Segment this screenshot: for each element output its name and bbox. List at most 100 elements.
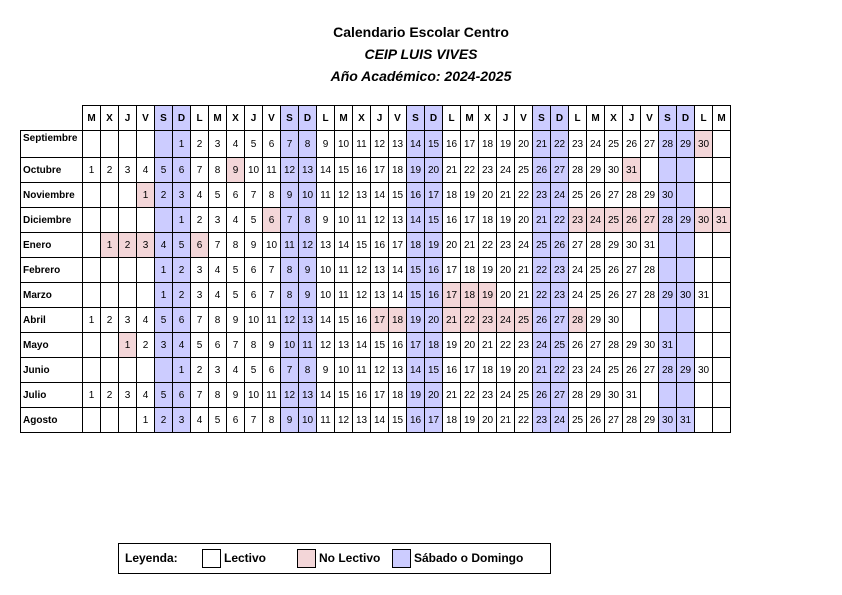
day-cell: 25 bbox=[604, 357, 623, 383]
day-cell: 29 bbox=[586, 307, 605, 333]
day-cell: 8 bbox=[262, 407, 281, 433]
empty-cell bbox=[658, 307, 677, 333]
day-cell: 5 bbox=[190, 332, 209, 358]
empty-cell bbox=[694, 232, 713, 258]
day-cell: 21 bbox=[460, 232, 479, 258]
day-cell: 2 bbox=[190, 130, 209, 158]
weekday-header: M bbox=[460, 105, 479, 131]
day-cell: 27 bbox=[604, 407, 623, 433]
day-cell: 4 bbox=[208, 257, 227, 283]
month-label: Julio bbox=[20, 382, 83, 408]
day-cell: 13 bbox=[298, 157, 317, 183]
day-cell: 5 bbox=[244, 130, 263, 158]
day-cell: 26 bbox=[604, 282, 623, 308]
day-cell: 26 bbox=[586, 182, 605, 208]
day-cell: 16 bbox=[442, 207, 461, 233]
empty-cell bbox=[658, 382, 677, 408]
day-cell: 6 bbox=[172, 382, 191, 408]
day-cell: 25 bbox=[568, 182, 587, 208]
day-cell: 14 bbox=[388, 282, 407, 308]
day-cell: 6 bbox=[226, 407, 245, 433]
day-cell: 4 bbox=[154, 232, 173, 258]
empty-cell bbox=[712, 157, 731, 183]
day-cell: 13 bbox=[352, 182, 371, 208]
weekday-header: X bbox=[604, 105, 623, 131]
weekday-header: M bbox=[712, 105, 731, 131]
empty-cell bbox=[136, 257, 155, 283]
empty-cell bbox=[712, 407, 731, 433]
day-cell: 11 bbox=[334, 282, 353, 308]
day-cell: 3 bbox=[172, 182, 191, 208]
day-cell: 22 bbox=[460, 382, 479, 408]
weekday-header: D bbox=[550, 105, 569, 131]
day-cell: 24 bbox=[586, 357, 605, 383]
day-cell: 3 bbox=[118, 157, 137, 183]
day-cell: 30 bbox=[658, 407, 677, 433]
day-cell: 12 bbox=[334, 407, 353, 433]
day-cell: 5 bbox=[208, 407, 227, 433]
day-cell: 12 bbox=[316, 332, 335, 358]
day-cell: 7 bbox=[280, 207, 299, 233]
day-cell: 9 bbox=[298, 282, 317, 308]
day-cell: 3 bbox=[172, 407, 191, 433]
day-cell: 9 bbox=[316, 130, 335, 158]
day-cell: 29 bbox=[640, 407, 659, 433]
weekday-header: J bbox=[118, 105, 137, 131]
day-cell: 1 bbox=[82, 307, 101, 333]
day-cell: 30 bbox=[622, 232, 641, 258]
day-cell: 29 bbox=[586, 382, 605, 408]
day-cell: 21 bbox=[442, 307, 461, 333]
day-cell: 3 bbox=[118, 307, 137, 333]
day-cell: 18 bbox=[460, 282, 479, 308]
day-cell: 2 bbox=[100, 382, 119, 408]
day-cell: 4 bbox=[226, 130, 245, 158]
day-cell: 22 bbox=[532, 282, 551, 308]
day-cell: 24 bbox=[568, 257, 587, 283]
day-cell: 12 bbox=[298, 232, 317, 258]
legend-label: Leyenda: bbox=[125, 551, 178, 565]
day-cell: 5 bbox=[154, 157, 173, 183]
day-cell: 26 bbox=[622, 357, 641, 383]
day-cell: 27 bbox=[622, 257, 641, 283]
month-label: Mayo bbox=[20, 332, 83, 358]
day-cell: 30 bbox=[640, 332, 659, 358]
empty-cell bbox=[712, 357, 731, 383]
day-cell: 18 bbox=[388, 307, 407, 333]
day-cell: 22 bbox=[496, 332, 515, 358]
day-cell: 4 bbox=[136, 157, 155, 183]
day-cell: 23 bbox=[568, 130, 587, 158]
day-cell: 23 bbox=[568, 207, 587, 233]
day-cell: 24 bbox=[568, 282, 587, 308]
day-cell: 31 bbox=[622, 157, 641, 183]
day-cell: 28 bbox=[622, 182, 641, 208]
weekday-header: V bbox=[136, 105, 155, 131]
empty-cell bbox=[640, 382, 659, 408]
day-cell: 3 bbox=[208, 357, 227, 383]
day-cell: 29 bbox=[604, 232, 623, 258]
day-cell: 19 bbox=[442, 332, 461, 358]
day-cell: 15 bbox=[388, 182, 407, 208]
day-cell: 26 bbox=[586, 407, 605, 433]
day-cell: 20 bbox=[424, 382, 443, 408]
day-cell: 11 bbox=[262, 307, 281, 333]
empty-cell bbox=[100, 357, 119, 383]
day-cell: 14 bbox=[334, 232, 353, 258]
month-row: Agosto 1 2 3 4 5 6 7 8 9 10 11 12 13 14 15 16 17 18 19 20 21 2… bbox=[20, 407, 731, 433]
day-cell: 20 bbox=[514, 130, 533, 158]
day-cell: 13 bbox=[298, 382, 317, 408]
day-cell: 2 bbox=[100, 157, 119, 183]
day-cell: 2 bbox=[190, 357, 209, 383]
month-row: Enero 1 2 3 4 5 6 7 8 9 10 11 12 13 14 15 16 17 18 19 20 21 22… bbox=[20, 232, 731, 258]
day-cell: 29 bbox=[676, 207, 695, 233]
day-cell: 30 bbox=[604, 307, 623, 333]
day-cell: 11 bbox=[334, 257, 353, 283]
day-cell: 5 bbox=[244, 357, 263, 383]
month-label: Junio bbox=[20, 357, 83, 383]
day-cell: 6 bbox=[262, 207, 281, 233]
empty-cell bbox=[712, 130, 731, 158]
day-cell: 11 bbox=[298, 332, 317, 358]
day-cell: 2 bbox=[172, 282, 191, 308]
day-cell: 28 bbox=[640, 282, 659, 308]
day-cell: 7 bbox=[262, 257, 281, 283]
